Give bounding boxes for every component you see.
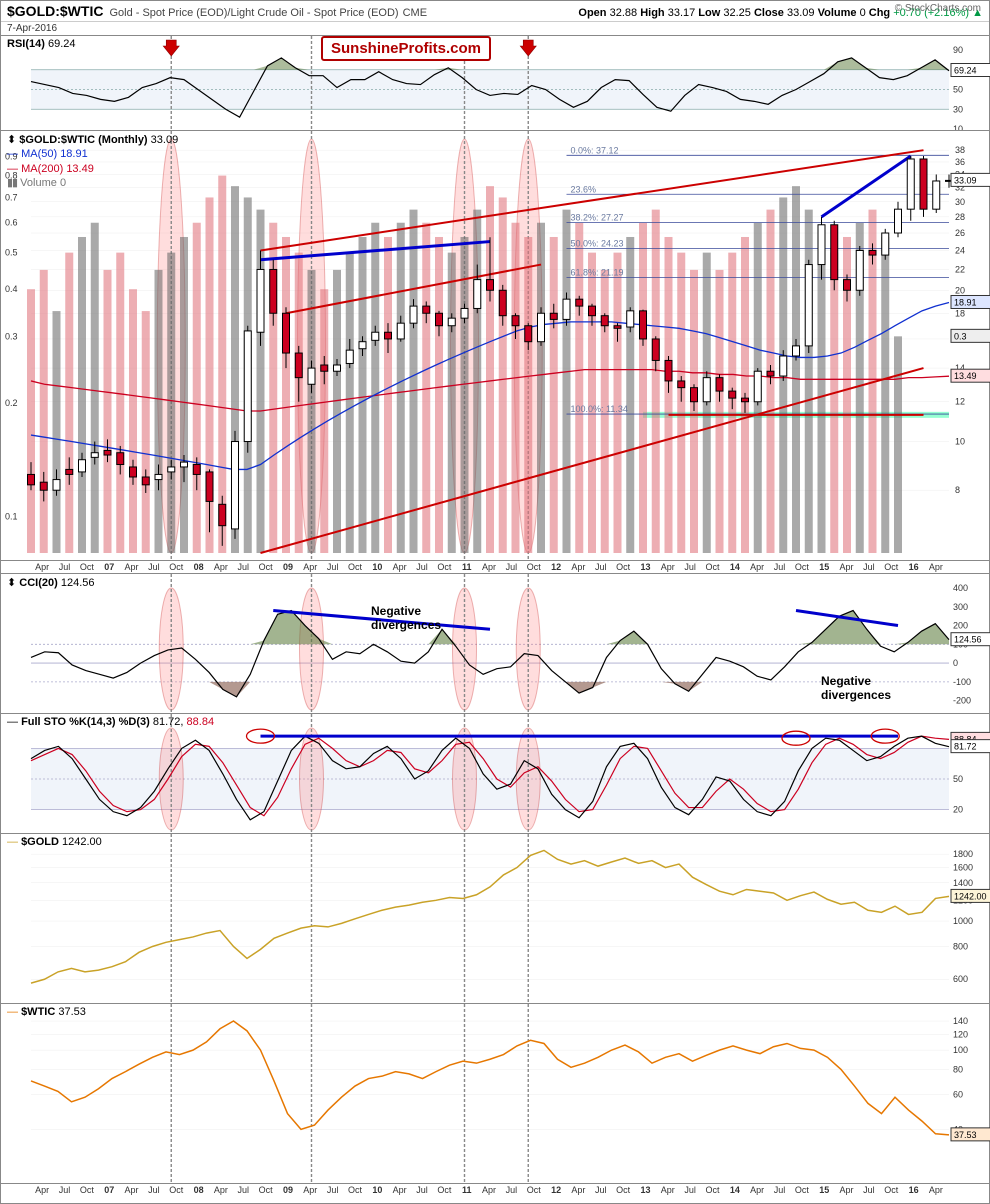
svg-text:0.3: 0.3 — [5, 331, 18, 341]
svg-text:400: 400 — [953, 583, 968, 593]
svg-text:12: 12 — [955, 397, 965, 407]
gold-chart: 600800100012001400160018001242.00 — [1, 834, 990, 1004]
cci-panel: ⬍ CCI(20) 124.56 Negative divergences Ne… — [1, 573, 989, 713]
svg-text:90: 90 — [953, 45, 963, 55]
svg-text:1242.00: 1242.00 — [954, 891, 987, 901]
svg-text:0.4: 0.4 — [5, 284, 18, 294]
svg-text:28: 28 — [955, 212, 965, 222]
svg-text:0.5: 0.5 — [5, 248, 18, 258]
svg-text:0.7: 0.7 — [5, 192, 18, 202]
x-axis-labels-bottom: AprJulOct07AprJulOct08AprJulOct09AprJulO… — [1, 1183, 989, 1196]
svg-text:-100: -100 — [953, 677, 971, 687]
rsi-chart: 305070901069.24 — [1, 36, 990, 131]
svg-text:69.24: 69.24 — [954, 66, 977, 76]
svg-text:61.8%: 21.19: 61.8%: 21.19 — [571, 268, 624, 278]
svg-text:1400: 1400 — [953, 878, 973, 888]
price-panel: ⬍ $GOLD:$WTIC (Monthly) 33.09 — MA(50) 1… — [1, 130, 989, 560]
svg-text:33.09: 33.09 — [954, 175, 977, 185]
svg-text:10: 10 — [955, 437, 965, 447]
rsi-panel: RSI(14) 69.24 SunshineProfits.com 305070… — [1, 35, 989, 130]
svg-text:200: 200 — [953, 621, 968, 631]
svg-text:100: 100 — [953, 1045, 968, 1055]
svg-text:800: 800 — [953, 941, 968, 951]
wtic-label: — $WTIC 37.53 — [7, 1006, 86, 1018]
chart-date: 7-Apr-2016 — [1, 22, 989, 35]
svg-text:0: 0 — [953, 658, 958, 668]
wtic-panel: — $WTIC 37.53 40608010012014037.53 — [1, 1003, 989, 1183]
svg-text:30: 30 — [955, 197, 965, 207]
sto-label: — Full STO %K(14,3) %D(3) 81.72, 88.84 — [7, 716, 214, 728]
svg-text:13.49: 13.49 — [954, 371, 977, 381]
stochastic-panel: — Full STO %K(14,3) %D(3) 81.72, 88.84 2… — [1, 713, 989, 833]
svg-text:38.2%: 27.27: 38.2%: 27.27 — [571, 213, 624, 223]
svg-text:26: 26 — [955, 228, 965, 238]
sto-chart: 20508088.8481.72 — [1, 714, 990, 834]
svg-text:0.6: 0.6 — [5, 218, 18, 228]
symbol: $GOLD:$WTIC — [7, 3, 103, 19]
svg-text:60: 60 — [953, 1089, 963, 1099]
svg-text:36: 36 — [955, 157, 965, 167]
svg-text:20: 20 — [955, 285, 965, 295]
svg-text:124.56: 124.56 — [954, 635, 982, 645]
svg-text:30: 30 — [953, 104, 963, 114]
wtic-chart: 40608010012014037.53 — [1, 1004, 990, 1184]
symbol-description: Gold - Spot Price (EOD)/Light Crude Oil … — [109, 7, 398, 19]
svg-text:23.6%: 23.6% — [571, 184, 597, 194]
cci-annotation-2: Negative divergences — [821, 674, 911, 702]
svg-text:80: 80 — [953, 1064, 963, 1074]
svg-text:0.1: 0.1 — [5, 511, 18, 521]
svg-text:1000: 1000 — [953, 916, 973, 926]
svg-text:1600: 1600 — [953, 863, 973, 873]
svg-text:8: 8 — [955, 485, 960, 495]
price-chart: 81012141618202224262830323436380.10.20.3… — [1, 131, 990, 561]
svg-text:38: 38 — [955, 145, 965, 155]
svg-text:37.53: 37.53 — [954, 1130, 977, 1140]
svg-text:600: 600 — [953, 974, 968, 984]
svg-text:140: 140 — [953, 1016, 968, 1026]
svg-text:20: 20 — [953, 805, 963, 815]
svg-text:-200: -200 — [953, 696, 971, 706]
gold-panel: — $GOLD 1242.00 600800100012001400160018… — [1, 833, 989, 1003]
gold-label: — $GOLD 1242.00 — [7, 836, 102, 848]
watermark: SunshineProfits.com — [321, 36, 491, 61]
svg-text:24: 24 — [955, 245, 965, 255]
rsi-label: RSI(14) 69.24 — [7, 38, 76, 50]
svg-text:0.0%: 37.12: 0.0%: 37.12 — [571, 145, 619, 155]
svg-text:50.0%: 24.23: 50.0%: 24.23 — [571, 238, 624, 248]
svg-text:50: 50 — [953, 774, 963, 784]
exchange: CME — [403, 7, 427, 19]
cci-annotation-1: Negative divergences — [371, 604, 461, 632]
stock-chart-container: $GOLD:$WTIC Gold - Spot Price (EOD)/Ligh… — [0, 0, 990, 1204]
chart-header: $GOLD:$WTIC Gold - Spot Price (EOD)/Ligh… — [1, 1, 989, 22]
svg-text:0.3: 0.3 — [954, 331, 967, 341]
svg-text:300: 300 — [953, 602, 968, 612]
svg-text:18: 18 — [955, 308, 965, 318]
svg-text:81.72: 81.72 — [954, 742, 977, 752]
source-attribution: © StockCharts.com — [895, 3, 981, 14]
price-panel-legend: ⬍ $GOLD:$WTIC (Monthly) 33.09 — MA(50) 1… — [7, 133, 178, 190]
svg-text:120: 120 — [953, 1029, 968, 1039]
x-axis-labels: AprJulOct07AprJulOct08AprJulOct09AprJulO… — [1, 560, 989, 573]
svg-text:0.2: 0.2 — [5, 398, 18, 408]
svg-text:1800: 1800 — [953, 849, 973, 859]
svg-text:100.0%: 11.34: 100.0%: 11.34 — [571, 404, 628, 414]
svg-text:22: 22 — [955, 264, 965, 274]
cci-label: ⬍ CCI(20) 124.56 — [7, 576, 95, 589]
svg-text:18.91: 18.91 — [954, 297, 977, 307]
svg-text:50: 50 — [953, 85, 963, 95]
